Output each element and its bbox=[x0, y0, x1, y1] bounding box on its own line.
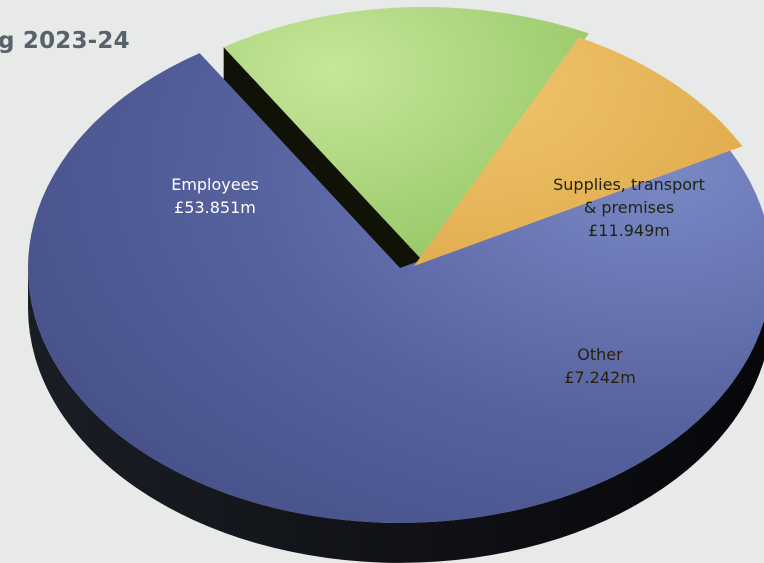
employees-value-label: £53.851m bbox=[174, 198, 256, 217]
supplies-transport-premises-value-label: £11.949m bbox=[588, 221, 670, 240]
supplies-transport-premises-slice bbox=[223, 7, 589, 262]
supplies-transport-premises-slice-wall bbox=[223, 47, 424, 302]
supplies-transport-premises-label: Supplies, transport & premises £11.949m bbox=[553, 175, 705, 240]
chart-title: g 2023-24 bbox=[0, 28, 130, 54]
employees-slice-side bbox=[28, 268, 764, 563]
other-slice bbox=[414, 37, 743, 266]
other-value-label: £7.242m bbox=[564, 368, 636, 387]
other-label: Other £7.242m bbox=[564, 345, 636, 387]
employees-label: Employees £53.851m bbox=[171, 175, 259, 217]
employees-slice bbox=[28, 53, 764, 524]
